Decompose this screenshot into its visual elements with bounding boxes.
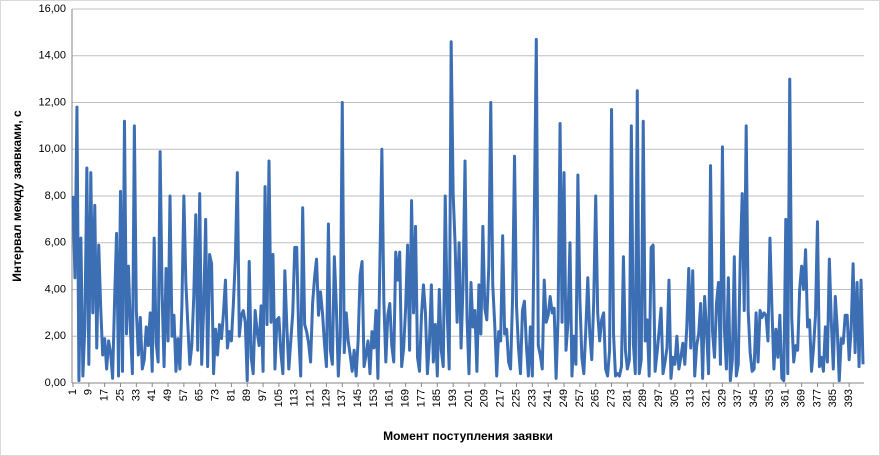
x-tick-label: 105 — [273, 389, 285, 407]
x-tick-label: 33 — [130, 389, 142, 401]
x-tick-label: 265 — [590, 389, 602, 407]
x-tick-label: 153 — [368, 389, 380, 407]
y-tick-label: 0,00 — [45, 377, 66, 389]
x-tick-label: 393 — [843, 389, 855, 407]
y-tick-label: 6,00 — [45, 237, 66, 249]
x-tick-label: 9 — [83, 389, 95, 395]
x-tick-label: 289 — [637, 389, 649, 407]
x-tick-label: 209 — [479, 389, 491, 407]
x-tick-label: 161 — [384, 389, 396, 407]
x-tick-label: 25 — [114, 389, 126, 401]
y-tick-label: 14,00 — [38, 50, 66, 62]
x-tick-label: 305 — [669, 389, 681, 407]
x-tick-label: 201 — [463, 389, 475, 407]
x-tick-label: 169 — [400, 389, 412, 407]
y-tick-label: 2,00 — [45, 330, 66, 342]
x-tick-label: 249 — [558, 389, 570, 407]
x-tick-label: 241 — [542, 389, 554, 407]
x-tick-label: 257 — [574, 389, 586, 407]
x-tick-label: 345 — [748, 389, 760, 407]
x-tick-label: 41 — [146, 389, 158, 401]
y-tick-label: 10,00 — [38, 143, 66, 155]
x-tick-label: 313 — [685, 389, 697, 407]
x-axis-title: Момент поступления заявки — [383, 429, 553, 443]
x-tick-label: 273 — [605, 389, 617, 407]
x-tick-label: 185 — [431, 389, 443, 407]
x-tick-label: 137 — [336, 389, 348, 407]
y-tick-label: 8,00 — [45, 190, 66, 202]
x-tick-label: 337 — [732, 389, 744, 407]
x-tick-label: 113 — [289, 389, 301, 407]
x-tick-label: 1 — [67, 389, 79, 395]
x-tick-label: 321 — [700, 389, 712, 407]
x-tick-label: 145 — [352, 389, 364, 407]
x-tick-label: 281 — [621, 389, 633, 407]
x-tick-label: 217 — [495, 389, 507, 407]
x-tick-label: 81 — [225, 389, 237, 401]
x-tick-label: 353 — [764, 389, 776, 407]
y-tick-label: 16,00 — [38, 3, 66, 15]
x-tick-label: 57 — [178, 389, 190, 401]
x-tick-label: 65 — [194, 389, 206, 401]
x-tick-label: 329 — [716, 389, 728, 407]
x-tick-label: 17 — [99, 389, 111, 401]
x-tick-label: 89 — [241, 389, 253, 401]
x-tick-label: 97 — [257, 389, 269, 401]
x-tick-label: 49 — [162, 389, 174, 401]
x-tick-label: 233 — [526, 389, 538, 407]
x-tick-label: 385 — [827, 389, 839, 407]
x-tick-label: 297 — [653, 389, 665, 407]
x-tick-label: 121 — [304, 389, 316, 407]
x-tick-label: 129 — [320, 389, 332, 407]
x-tick-label: 73 — [209, 389, 221, 401]
y-tick-label: 12,00 — [38, 96, 66, 108]
x-tick-label: 225 — [510, 389, 522, 407]
data-line — [71, 37, 865, 383]
y-axis-title: Интервал между заявками, с — [10, 110, 24, 282]
x-tick-label: 193 — [447, 389, 459, 407]
x-tick-label: 361 — [780, 389, 792, 407]
x-tick-label: 369 — [796, 389, 808, 407]
x-tick-label: 377 — [811, 389, 823, 407]
x-tick-label: 177 — [415, 389, 427, 407]
y-tick-label: 4,00 — [45, 283, 66, 295]
